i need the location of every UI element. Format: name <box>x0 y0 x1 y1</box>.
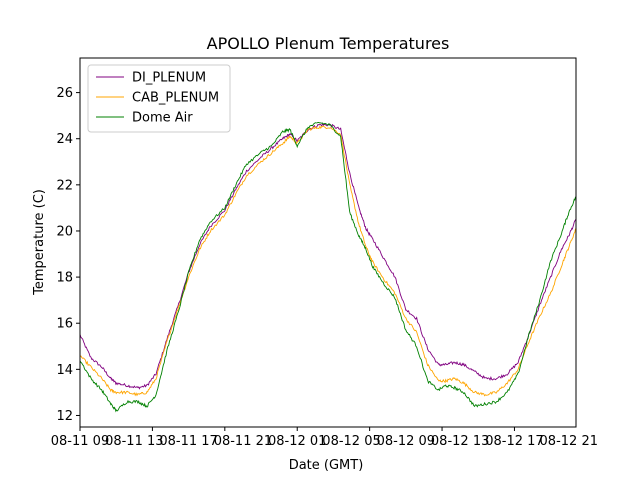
series-line-di-plenum <box>80 123 576 390</box>
x-tick-label: 08-12 09 <box>377 434 435 449</box>
legend: DI_PLENUM CAB_PLENUM Dome Air <box>87 64 231 133</box>
y-tick-label: 26 <box>56 86 73 101</box>
x-tick-label: 08-11 13 <box>105 434 163 449</box>
legend-label: CAB_PLENUM <box>132 91 219 106</box>
series-line-cab-plenum <box>80 125 576 397</box>
y-tick-label: 22 <box>56 178 73 193</box>
x-tick-label: 08-12 01 <box>268 434 326 449</box>
y-tick-label: 14 <box>56 363 73 378</box>
chart-title: APOLLO Plenum Temperatures <box>207 34 450 53</box>
x-axis-label: Date (GMT) <box>289 458 364 473</box>
x-tick-label: 08-11 09 <box>51 434 109 449</box>
y-tick-label: 24 <box>56 132 73 147</box>
legend-label: Dome Air <box>132 111 193 126</box>
legend-box <box>87 64 231 133</box>
y-tick-label: 20 <box>56 224 73 239</box>
x-tick-label: 08-12 17 <box>485 434 543 449</box>
legend-label: DI_PLENUM <box>132 71 206 86</box>
y-axis-label: Temperature (C) <box>32 189 47 296</box>
x-tick-label: 08-12 05 <box>322 434 380 449</box>
series-line-dome-air <box>80 121 576 413</box>
y-tick-label: 12 <box>56 409 73 424</box>
y-tick-label: 18 <box>56 271 73 286</box>
x-tick-label: 08-11 17 <box>159 434 217 449</box>
y-tick-label: 16 <box>56 317 73 332</box>
x-tick-label: 08-11 21 <box>214 434 272 449</box>
plot-frame <box>79 57 577 428</box>
x-tick-label: 08-12 21 <box>540 434 598 449</box>
x-tick-label: 08-12 13 <box>431 434 489 449</box>
series-layer <box>80 121 576 413</box>
